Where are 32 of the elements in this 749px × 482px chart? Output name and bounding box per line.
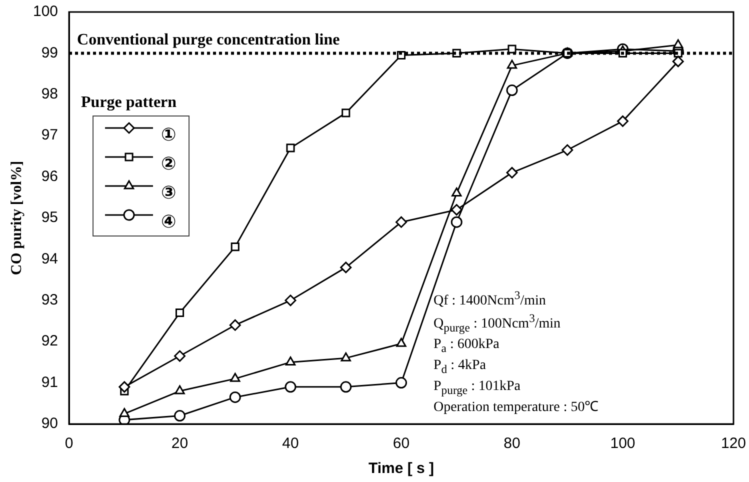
y-tick-label: 98	[41, 86, 58, 103]
x-axis-title: Time [ s ]	[368, 460, 434, 478]
y-tick-label: 95	[41, 209, 58, 226]
y-tick-label: 94	[41, 250, 58, 268]
x-tick-label: 40	[282, 435, 299, 452]
y-axis-title: CO purity [vol%]	[8, 160, 25, 276]
y-tick-label: 99	[41, 44, 58, 62]
annotation: P$_{purge}$ : 101kPa	[433, 378, 522, 398]
legend-title: Purge pattern	[81, 94, 177, 111]
legend-label: ③	[161, 182, 176, 204]
annotation: Operation temperature : 50℃	[433, 398, 599, 416]
annotation: Q$_{purge}$ : 100Ncm$^{3}$/min	[433, 310, 562, 336]
y-tick-label: 93	[41, 292, 58, 309]
y-tick-label: 97	[41, 126, 58, 144]
x-tick-label: 120	[720, 435, 746, 452]
legend-label: ④	[161, 212, 176, 233]
y-tick-label: 100	[32, 3, 58, 20]
annotation: P$_{a}$ : 600kPa	[433, 336, 500, 357]
annotation: Qf : 1400Ncm$^{3}$/min	[433, 288, 547, 310]
annotation: P$_{d}$ : 4kPa	[433, 356, 487, 378]
x-tick-label: 100	[610, 435, 636, 452]
x-tick-label: 20	[171, 435, 188, 452]
legend-label: ②	[161, 154, 176, 175]
x-tick-label: 0	[64, 435, 74, 452]
x-tick-label: 60	[392, 435, 410, 452]
y-tick-label: 96	[41, 168, 58, 185]
y-tick-label: 91	[41, 374, 58, 391]
y-tick-label: 90	[41, 415, 58, 432]
ref-line-label: Conventional purge concentration line	[77, 31, 340, 48]
legend-label: ①	[161, 124, 176, 146]
y-tick-label: 92	[41, 332, 58, 350]
x-tick-label: 80	[504, 435, 520, 452]
